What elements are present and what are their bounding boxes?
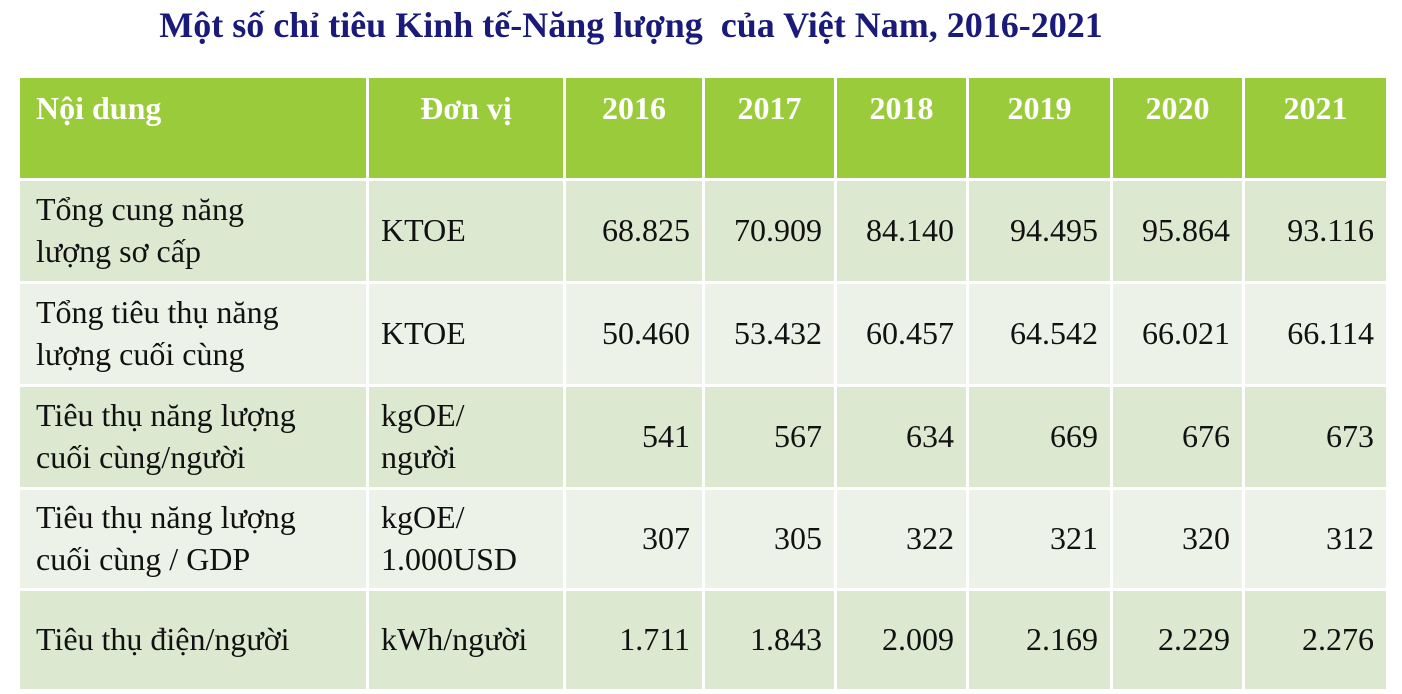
- value-cell: 93.116: [1245, 181, 1386, 281]
- value-cell: 307: [566, 490, 702, 588]
- data-table: Nội dung Đơn vị 2016 2017 2018 2019 2020 2021 Tổ…: [20, 78, 1388, 689]
- value-cell: 50.460: [566, 284, 702, 384]
- value-cell: 676: [1113, 387, 1242, 487]
- value-cell: 322: [837, 490, 966, 588]
- value-cell: 673: [1245, 387, 1386, 487]
- value-cell: 634: [837, 387, 966, 487]
- column-header: Đơn vị: [369, 78, 563, 178]
- value-cell: 70.909: [705, 181, 834, 281]
- column-header: 2018: [837, 78, 966, 178]
- value-cell: 567: [705, 387, 834, 487]
- unit-cell: kgOE/ 1.000USD: [369, 490, 563, 588]
- column-header: 2016: [566, 78, 702, 178]
- row-label: Tiêu thụ năng lượng cuối cùng/người: [20, 387, 366, 487]
- value-cell: 669: [969, 387, 1110, 487]
- row-label: Tổng tiêu thụ năng lượng cuối cùng: [20, 284, 366, 384]
- value-cell: 64.542: [969, 284, 1110, 384]
- unit-cell: kWh/người: [369, 591, 563, 689]
- column-header: 2019: [969, 78, 1110, 178]
- value-cell: 305: [705, 490, 834, 588]
- row-label: Tổng cung năng lượng sơ cấp: [20, 181, 366, 281]
- row-label: Tiêu thụ điện/người: [20, 591, 366, 689]
- value-cell: 66.021: [1113, 284, 1242, 384]
- unit-cell: KTOE: [369, 181, 563, 281]
- value-cell: 60.457: [837, 284, 966, 384]
- value-cell: 2.229: [1113, 591, 1242, 689]
- value-cell: 320: [1113, 490, 1242, 588]
- value-cell: 53.432: [705, 284, 834, 384]
- value-cell: 1.843: [705, 591, 834, 689]
- value-cell: 2.009: [837, 591, 966, 689]
- column-header: 2021: [1245, 78, 1386, 178]
- value-cell: 95.864: [1113, 181, 1242, 281]
- column-header: Nội dung: [20, 78, 366, 178]
- value-cell: 541: [566, 387, 702, 487]
- value-cell: 68.825: [566, 181, 702, 281]
- value-cell: 1.711: [566, 591, 702, 689]
- value-cell: 66.114: [1245, 284, 1386, 384]
- column-header: 2017: [705, 78, 834, 178]
- value-cell: 312: [1245, 490, 1386, 588]
- value-cell: 321: [969, 490, 1110, 588]
- row-label: Tiêu thụ năng lượng cuối cùng / GDP: [20, 490, 366, 588]
- value-cell: 2.169: [969, 591, 1110, 689]
- value-cell: 94.495: [969, 181, 1110, 281]
- value-cell: 84.140: [837, 181, 966, 281]
- column-header: 2020: [1113, 78, 1242, 178]
- title: Một số chỉ tiêu Kinh tế-Năng lượng của V…: [159, 5, 1103, 45]
- unit-cell: KTOE: [369, 284, 563, 384]
- value-cell: 2.276: [1245, 591, 1386, 689]
- unit-cell: kgOE/ người: [369, 387, 563, 487]
